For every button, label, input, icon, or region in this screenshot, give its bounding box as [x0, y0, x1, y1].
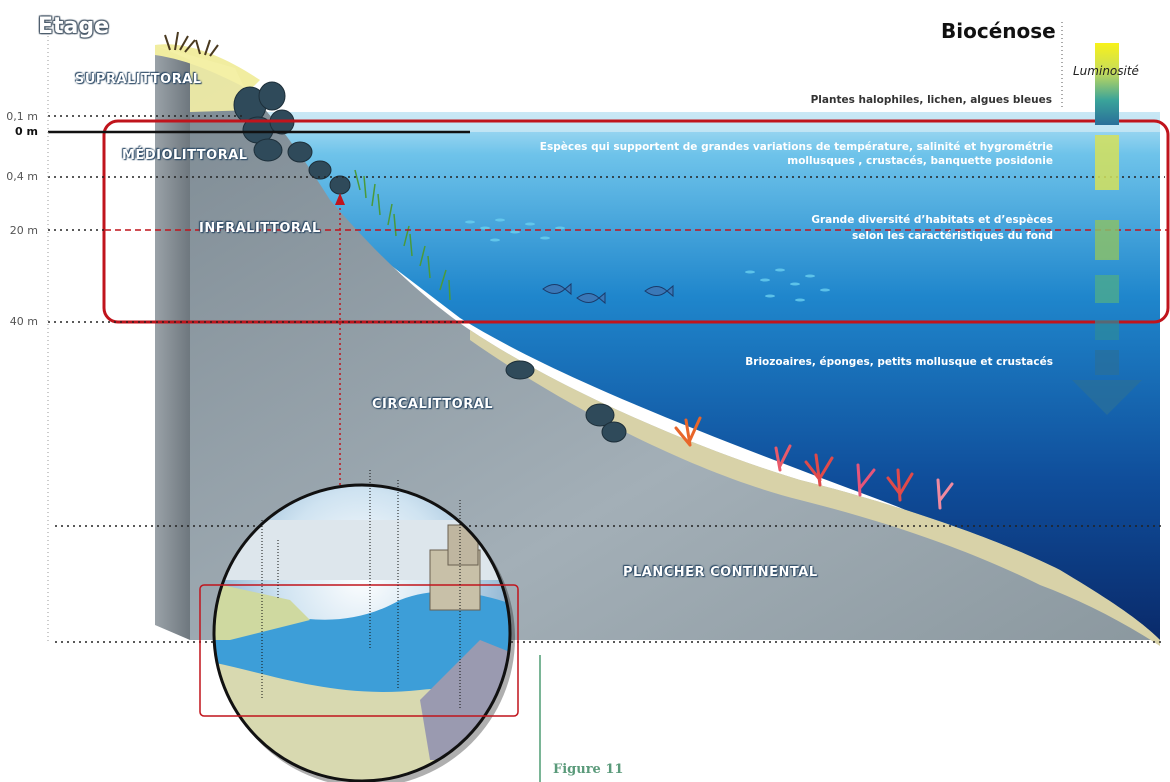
zone-supralittoral: SUPRALITTORAL [75, 72, 202, 87]
depth-label-20m: 20 m [9, 224, 38, 237]
biocenose-supralittoral: Plantes halophiles, lichen, algues bleue… [810, 94, 1052, 106]
biocenose-infralittoral-line2: selon les caractéristiques du fond [852, 230, 1053, 242]
depth-label-40m: 40 m [9, 315, 38, 328]
depth-label-0-1m: 0,1 m [6, 110, 38, 123]
luminosity-bar [1072, 43, 1142, 415]
etage-title: Etage [38, 14, 110, 39]
shore-rocks [233, 81, 627, 443]
lens-highlight-box [199, 584, 519, 717]
infralittoral-highlight-box [102, 119, 1170, 324]
halophile-plants [164, 31, 219, 57]
biocenose-circalittoral: Briozoaires, éponges, petits mollusque e… [745, 356, 1053, 368]
continental-slope [190, 60, 1160, 640]
fish [542, 282, 674, 305]
lens-depth-markers [261, 470, 461, 710]
lens-rim [212, 483, 512, 782]
zone-infralittoral: INFRALITTORAL [199, 221, 321, 236]
zone-mediolittoral: MÉDIOLITTORAL [122, 148, 248, 163]
luminosite-label: Luminosité [1073, 64, 1139, 78]
supralittoral-land [155, 45, 255, 112]
depth-label-0-4m: 0,4 m [6, 170, 38, 183]
depth-label-0m: 0 m [15, 125, 38, 138]
figure-caption: Figure 11 [553, 762, 624, 777]
coral-reef [674, 416, 954, 510]
biocenose-mediolittoral-line2: mollusques , crustacés, banquette posido… [787, 155, 1053, 167]
biocenose-infralittoral-line1: Grande diversité d’habitats et d’espèces [811, 214, 1053, 226]
biocenose-mediolittoral-line1: Espèces qui supportent de grandes variat… [539, 141, 1053, 153]
posidonia-meadow [354, 169, 451, 301]
continental-wall [155, 45, 190, 640]
sand-strip [470, 330, 1160, 646]
biocenose-title: Biocénose [941, 19, 1056, 43]
pointer-arrowhead [335, 193, 345, 205]
fish-schools [465, 218, 830, 302]
depth-lines [48, 115, 1165, 643]
zone-circalittoral: CIRCALITTORAL [372, 397, 494, 412]
zone-plancher-continental: PLANCHER CONTINENTAL [623, 565, 818, 580]
sea-water [190, 112, 1160, 640]
